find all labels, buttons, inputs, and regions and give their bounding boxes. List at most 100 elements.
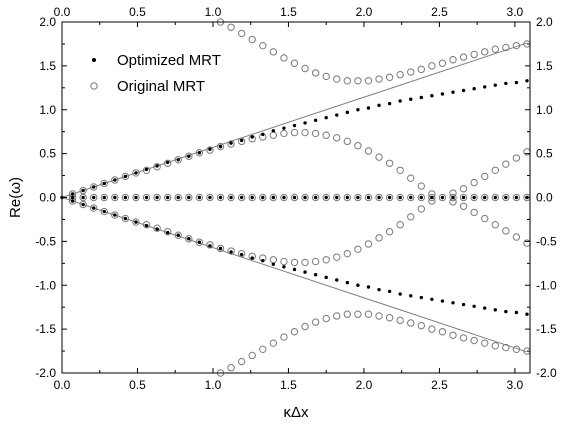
data-point-original <box>132 193 140 202</box>
data-point-original <box>333 312 341 320</box>
x-tick-label-bottom: 2.5 <box>431 378 448 392</box>
data-point-original <box>343 310 352 318</box>
data-point-original <box>206 241 214 249</box>
data-point-original <box>481 48 489 56</box>
data-point-optimized <box>187 154 191 158</box>
data-point-optimized <box>461 195 466 200</box>
data-point-original <box>512 233 521 241</box>
x-tick-label-bottom: 2.0 <box>356 378 373 392</box>
x-tick-label-top: 0.0 <box>54 5 71 19</box>
data-point-original <box>280 129 288 138</box>
data-point-optimized <box>250 256 254 260</box>
data-point-original <box>502 343 510 352</box>
data-point-original <box>216 142 225 151</box>
data-point-original <box>322 256 330 264</box>
data-point-original <box>100 207 108 216</box>
data-point-optimized <box>155 195 159 200</box>
data-point-original <box>195 238 204 246</box>
data-point-original <box>174 193 182 202</box>
data-point-original <box>153 163 161 171</box>
data-point-original <box>206 193 214 202</box>
data-point-original <box>163 193 172 202</box>
data-point-original <box>237 29 246 38</box>
data-point-optimized <box>134 171 138 175</box>
data-point-optimized <box>514 310 519 315</box>
data-point-optimized <box>282 195 286 200</box>
data-point-optimized <box>261 195 265 200</box>
data-point-original <box>459 53 468 61</box>
data-point-optimized <box>377 287 381 292</box>
data-point-optimized <box>366 106 371 110</box>
x-tick-label-bottom: 3.0 <box>507 378 524 392</box>
data-point-original <box>459 334 468 342</box>
data-point-original <box>90 204 98 212</box>
y-tick-label-right: 1.5 <box>536 59 553 73</box>
data-point-original <box>396 316 404 325</box>
y-tick-label-left: 0.5 <box>39 147 56 161</box>
data-point-optimized <box>398 99 402 103</box>
data-point-optimized <box>165 160 170 165</box>
data-point-optimized <box>134 195 138 200</box>
legend-label-optimized: Optimized MRT <box>117 52 221 69</box>
data-point-original <box>301 128 309 137</box>
data-point-optimized <box>239 138 244 143</box>
data-point-optimized <box>461 302 466 307</box>
data-point-original <box>301 193 309 202</box>
data-point-original <box>364 193 373 202</box>
legend-marker-original <box>90 82 98 90</box>
y-axis-title: Re(ω) <box>7 177 24 218</box>
data-point-original <box>195 193 204 202</box>
data-point-original <box>491 193 499 202</box>
data-point-original <box>237 137 246 146</box>
data-point-original <box>79 200 87 209</box>
data-point-optimized <box>250 135 254 139</box>
data-point-original <box>491 45 499 53</box>
data-point-original <box>322 131 330 139</box>
legend: Optimized MRT Original MRT <box>90 52 221 95</box>
data-point-original <box>449 331 457 339</box>
data-point-original <box>502 193 510 202</box>
data-point-optimized <box>409 294 413 298</box>
data-point-optimized <box>70 195 75 200</box>
data-point-original <box>111 176 119 184</box>
data-point-optimized <box>398 292 402 296</box>
data-point-optimized <box>165 230 170 235</box>
data-point-original <box>121 193 130 202</box>
data-point-optimized <box>292 195 297 200</box>
data-point-optimized <box>345 195 350 200</box>
data-point-optimized <box>451 301 455 305</box>
y-tick-label-right: 2.0 <box>536 15 553 29</box>
data-point-optimized <box>313 195 318 200</box>
data-point-optimized <box>419 295 424 300</box>
data-point-original <box>227 23 235 31</box>
data-point-original <box>385 159 394 167</box>
data-point-optimized <box>451 90 455 94</box>
data-point-original <box>491 342 499 350</box>
y-tick-label-left: -1.5 <box>35 322 56 336</box>
data-point-optimized <box>123 174 128 179</box>
data-point-original <box>227 193 235 202</box>
data-point-optimized <box>81 195 85 200</box>
reference-line-upper <box>61 42 528 198</box>
data-point-optimized <box>144 223 149 228</box>
x-tick-label-bottom: 0.0 <box>54 378 71 392</box>
data-point-original <box>407 319 415 327</box>
data-point-original <box>470 50 478 59</box>
data-point-original <box>259 41 267 50</box>
data-point-original <box>174 231 182 239</box>
data-point-original <box>459 202 468 210</box>
data-point-optimized <box>239 252 244 257</box>
data-point-original <box>470 336 478 345</box>
data-point-original <box>428 325 436 333</box>
data-point-original <box>142 193 151 202</box>
data-point-original <box>417 182 426 190</box>
data-point-original <box>407 193 415 202</box>
y-tick-label-right: -1.5 <box>536 322 557 336</box>
data-point-original <box>100 179 108 188</box>
data-point-optimized <box>514 80 519 85</box>
data-point-original <box>301 64 309 73</box>
data-point-original <box>449 56 457 64</box>
data-point-optimized <box>208 147 212 151</box>
data-point-original <box>153 193 161 202</box>
data-point-optimized <box>229 250 233 254</box>
